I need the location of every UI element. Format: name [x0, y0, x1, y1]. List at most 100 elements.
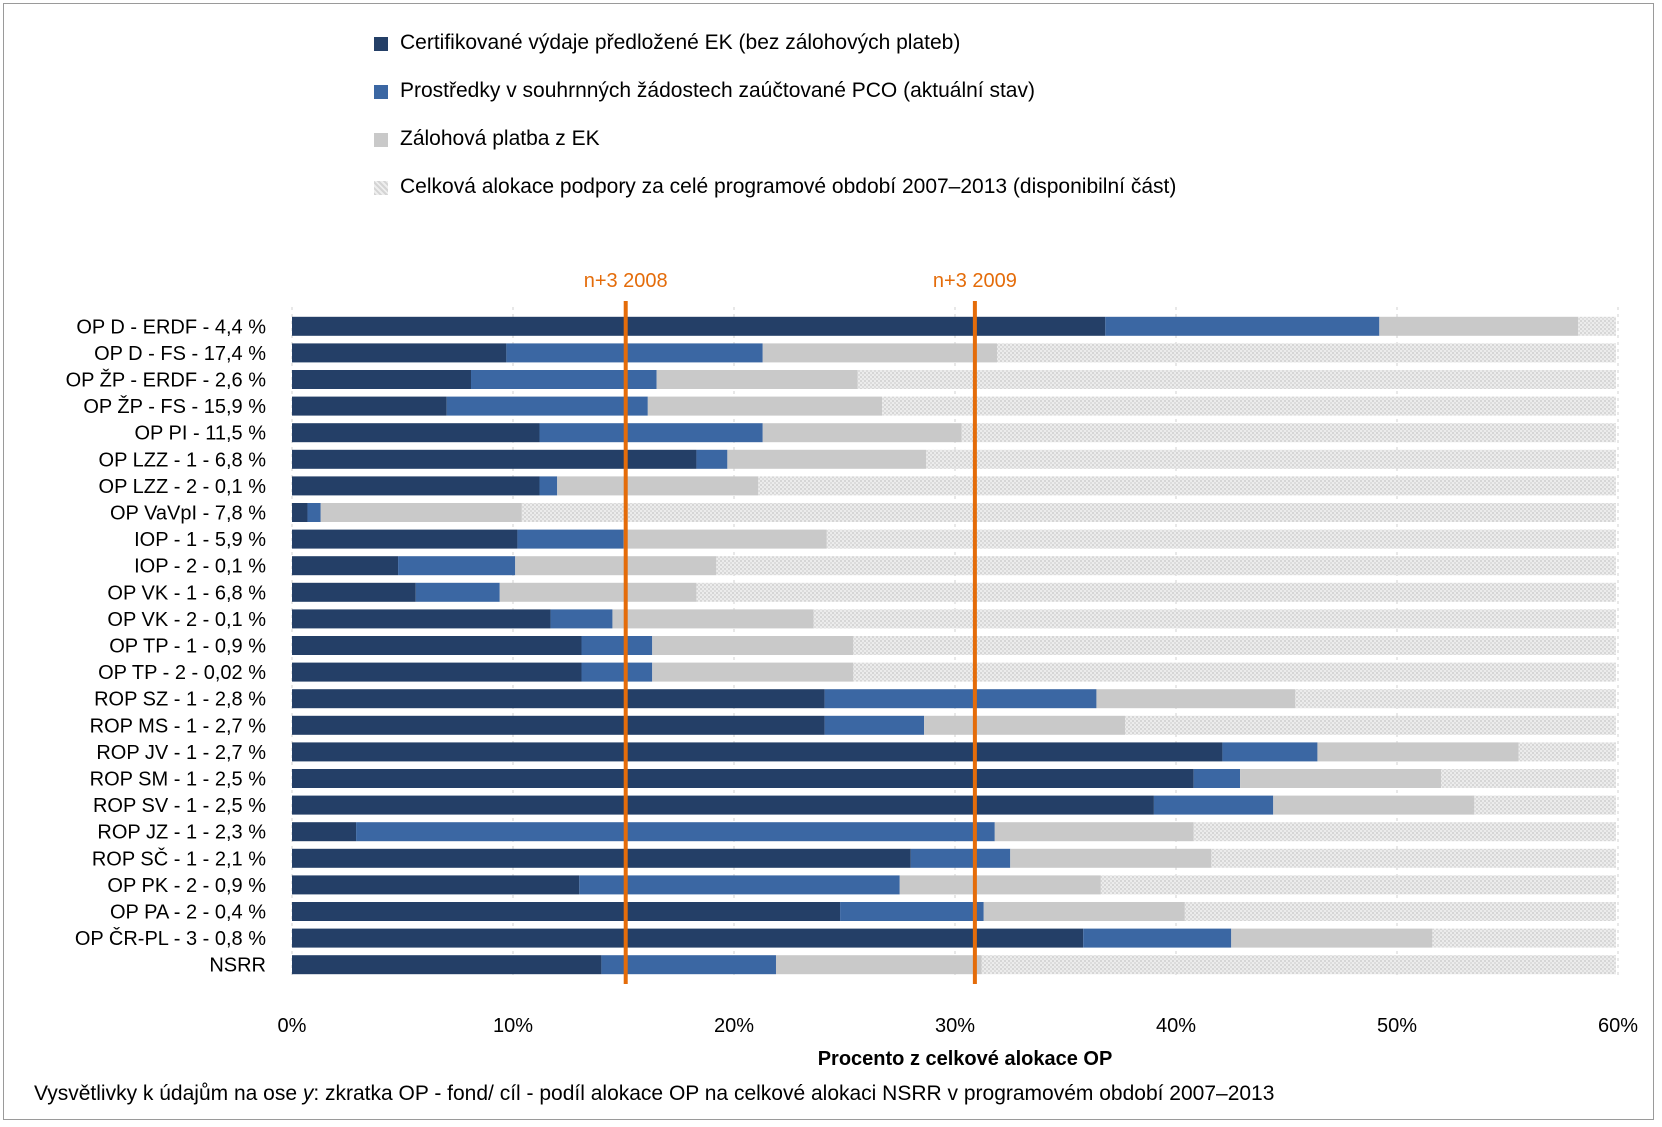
bar-op-tp-2-0-02-s2 [581, 662, 653, 682]
bar-op-lzz-2-0-1-s1 [292, 476, 540, 496]
category-label: OP ČR-PL - 3 - 0,8 % [75, 927, 266, 950]
bar-rop-jv-1-2-7-s1 [292, 742, 1223, 762]
bar-rop-sc-1-2-1-s1 [292, 848, 911, 868]
bar-rop-ms-1-2-7-s2 [824, 715, 925, 735]
bar-op-pa-2-0-4-s3 [983, 902, 1185, 921]
bar-op-vavpi-7-8-s3 [320, 503, 522, 522]
category-label: OP VaVpI - 7,8 % [110, 503, 266, 525]
legend-swatch [374, 133, 388, 147]
category-label: IOP - 1 - 5,9 % [134, 529, 266, 551]
bar-nsrr-s1 [292, 955, 602, 975]
bar-op-pa-2-0-4-s1 [292, 902, 841, 921]
category-label: ROP SČ - 1 - 2,1 % [92, 847, 266, 870]
bar-rop-ms-1-2-7-s1 [292, 715, 825, 735]
bar-op-d-erdf-4-4-s3 [1379, 316, 1579, 336]
bar-op-d-fs-17-4-s1 [292, 343, 507, 363]
bar-op-pi-11-5-s2 [539, 423, 763, 443]
category-label: OP PK - 2 - 0,9 % [107, 875, 266, 897]
x-tick-label: 40% [1156, 1015, 1196, 1037]
bar-op-lzz-1-6-8-s1 [292, 449, 697, 469]
category-label: OP PA - 2 - 0,4 % [110, 902, 266, 924]
category-label: ROP MS - 1 - 2,7 % [90, 715, 267, 737]
bar-nsrr-s2 [601, 955, 776, 975]
bar-op-vk-1-6-8-s3 [499, 582, 697, 602]
bar-op-d-erdf-4-4-s4 [1578, 316, 1616, 336]
category-label: OP ŽP - ERDF - 2,6 % [66, 369, 267, 392]
category-label: OP VK - 2 - 0,1 % [107, 609, 266, 631]
bar-nsrr-s3 [775, 955, 982, 975]
bar-rop-sm-1-2-5-s3 [1240, 769, 1442, 788]
bar-op-d-fs-17-4-s3 [762, 343, 997, 363]
bar-op-lzz-2-0-1-s2 [539, 476, 558, 496]
ref-line-label: n+3 2009 [933, 270, 1017, 292]
bar-op-zp-erdf-2-6-s1 [292, 370, 472, 389]
bar-rop-sm-1-2-5-s1 [292, 769, 1194, 788]
bar-op-zp-fs-15-9-s1 [292, 396, 447, 416]
category-label: IOP - 2 - 0,1 % [134, 556, 266, 578]
category-label: OP VK - 1 - 6,8 % [107, 582, 266, 604]
bar-rop-jv-1-2-7-s3 [1317, 742, 1519, 762]
legend-label: Prostředky v souhrnných žádostech zaúčto… [400, 79, 1035, 102]
category-label: ROP SM - 1 - 2,5 % [90, 769, 267, 791]
category-label: ROP JV - 1 - 2,7 % [96, 742, 266, 764]
bar-iop-2-0-1-s1 [292, 556, 399, 576]
bar-rop-jv-1-2-7-s2 [1222, 742, 1318, 762]
bar-op-vk-2-0-1-s3 [612, 609, 814, 629]
bar-rop-sz-1-2-8-s3 [1096, 689, 1296, 709]
bar-op-zp-erdf-2-6-s4 [857, 370, 1616, 389]
x-tick-label: 0% [278, 1015, 307, 1037]
legend-label: Zálohová platba z EK [400, 127, 600, 150]
bar-op-d-erdf-4-4-s2 [1105, 316, 1380, 336]
bar-rop-sv-1-2-5-s4 [1474, 795, 1616, 815]
bar-op-cr-pl-3-0-8-s2 [1083, 928, 1232, 948]
bar-nsrr-s4 [981, 955, 1616, 975]
legend-label: Celková alokace podpory za celé programo… [400, 175, 1177, 198]
bar-op-pk-2-0-9-s3 [899, 875, 1101, 895]
category-label: OP D - ERDF - 4,4 % [76, 316, 266, 338]
bar-rop-sc-1-2-1-s4 [1211, 848, 1616, 868]
bar-rop-sm-1-2-5-s4 [1441, 769, 1616, 788]
bar-op-pi-11-5-s1 [292, 423, 540, 443]
bar-op-tp-1-0-9-s2 [581, 636, 653, 655]
bar-op-d-fs-17-4-s4 [996, 343, 1616, 363]
bar-op-pi-11-5-s3 [762, 423, 962, 443]
bar-iop-1-5-9-s3 [623, 529, 827, 549]
bar-op-cr-pl-3-0-8-s3 [1231, 928, 1433, 948]
bar-op-vavpi-7-8-s1 [292, 503, 308, 522]
bar-op-zp-fs-15-9-s4 [882, 396, 1616, 416]
bar-op-cr-pl-3-0-8-s1 [292, 928, 1084, 948]
category-label: ROP SV - 1 - 2,5 % [93, 795, 266, 817]
bar-rop-sz-1-2-8-s4 [1295, 689, 1616, 709]
category-label: OP D - FS - 17,4 % [94, 343, 266, 365]
bar-op-d-fs-17-4-s2 [506, 343, 763, 363]
bar-rop-ms-1-2-7-s4 [1125, 715, 1616, 735]
legend-label: Certifikované výdaje předložené EK (bez … [400, 31, 961, 54]
bar-rop-jz-1-2-3-s3 [994, 822, 1194, 842]
bar-rop-jv-1-2-7-s4 [1518, 742, 1616, 762]
legend-swatch [374, 181, 388, 195]
bar-iop-2-0-1-s2 [398, 556, 516, 576]
x-tick-label: 60% [1598, 1015, 1638, 1037]
bar-op-pk-2-0-9-s2 [579, 875, 900, 895]
bar-iop-1-5-9-s2 [517, 529, 624, 549]
bar-op-tp-2-0-02-s1 [292, 662, 582, 682]
plot-area: OP D - ERDF - 4,4 % OP D - FS - 17,4 % OP … [66, 270, 1639, 1070]
bar-op-vk-2-0-1-s4 [813, 609, 1616, 629]
bar-op-tp-1-0-9-s4 [853, 636, 1616, 655]
category-label: OP LZZ - 2 - 0,1 % [99, 476, 267, 498]
x-axis-title: Procento z celkové alokace OP [818, 1048, 1113, 1070]
bar-rop-sc-1-2-1-s2 [910, 848, 1011, 868]
bar-rop-sv-1-2-5-s2 [1153, 795, 1274, 815]
category-label: OP ŽP - FS - 15,9 % [83, 395, 266, 418]
footnote-axis: y [302, 1082, 314, 1105]
bar-op-zp-fs-15-9-s2 [446, 396, 648, 416]
bar-iop-1-5-9-s4 [826, 529, 1616, 549]
bar-rop-jz-1-2-3-s4 [1193, 822, 1616, 842]
bar-rop-sv-1-2-5-s3 [1273, 795, 1475, 815]
bar-op-zp-erdf-2-6-s2 [471, 370, 657, 389]
bar-rop-jz-1-2-3-s1 [292, 822, 357, 842]
footnote-prefix: Vysvětlivky k údajům na ose [34, 1082, 303, 1105]
category-label: OP TP - 1 - 0,9 % [109, 636, 266, 658]
bar-rop-sz-1-2-8-s1 [292, 689, 825, 709]
